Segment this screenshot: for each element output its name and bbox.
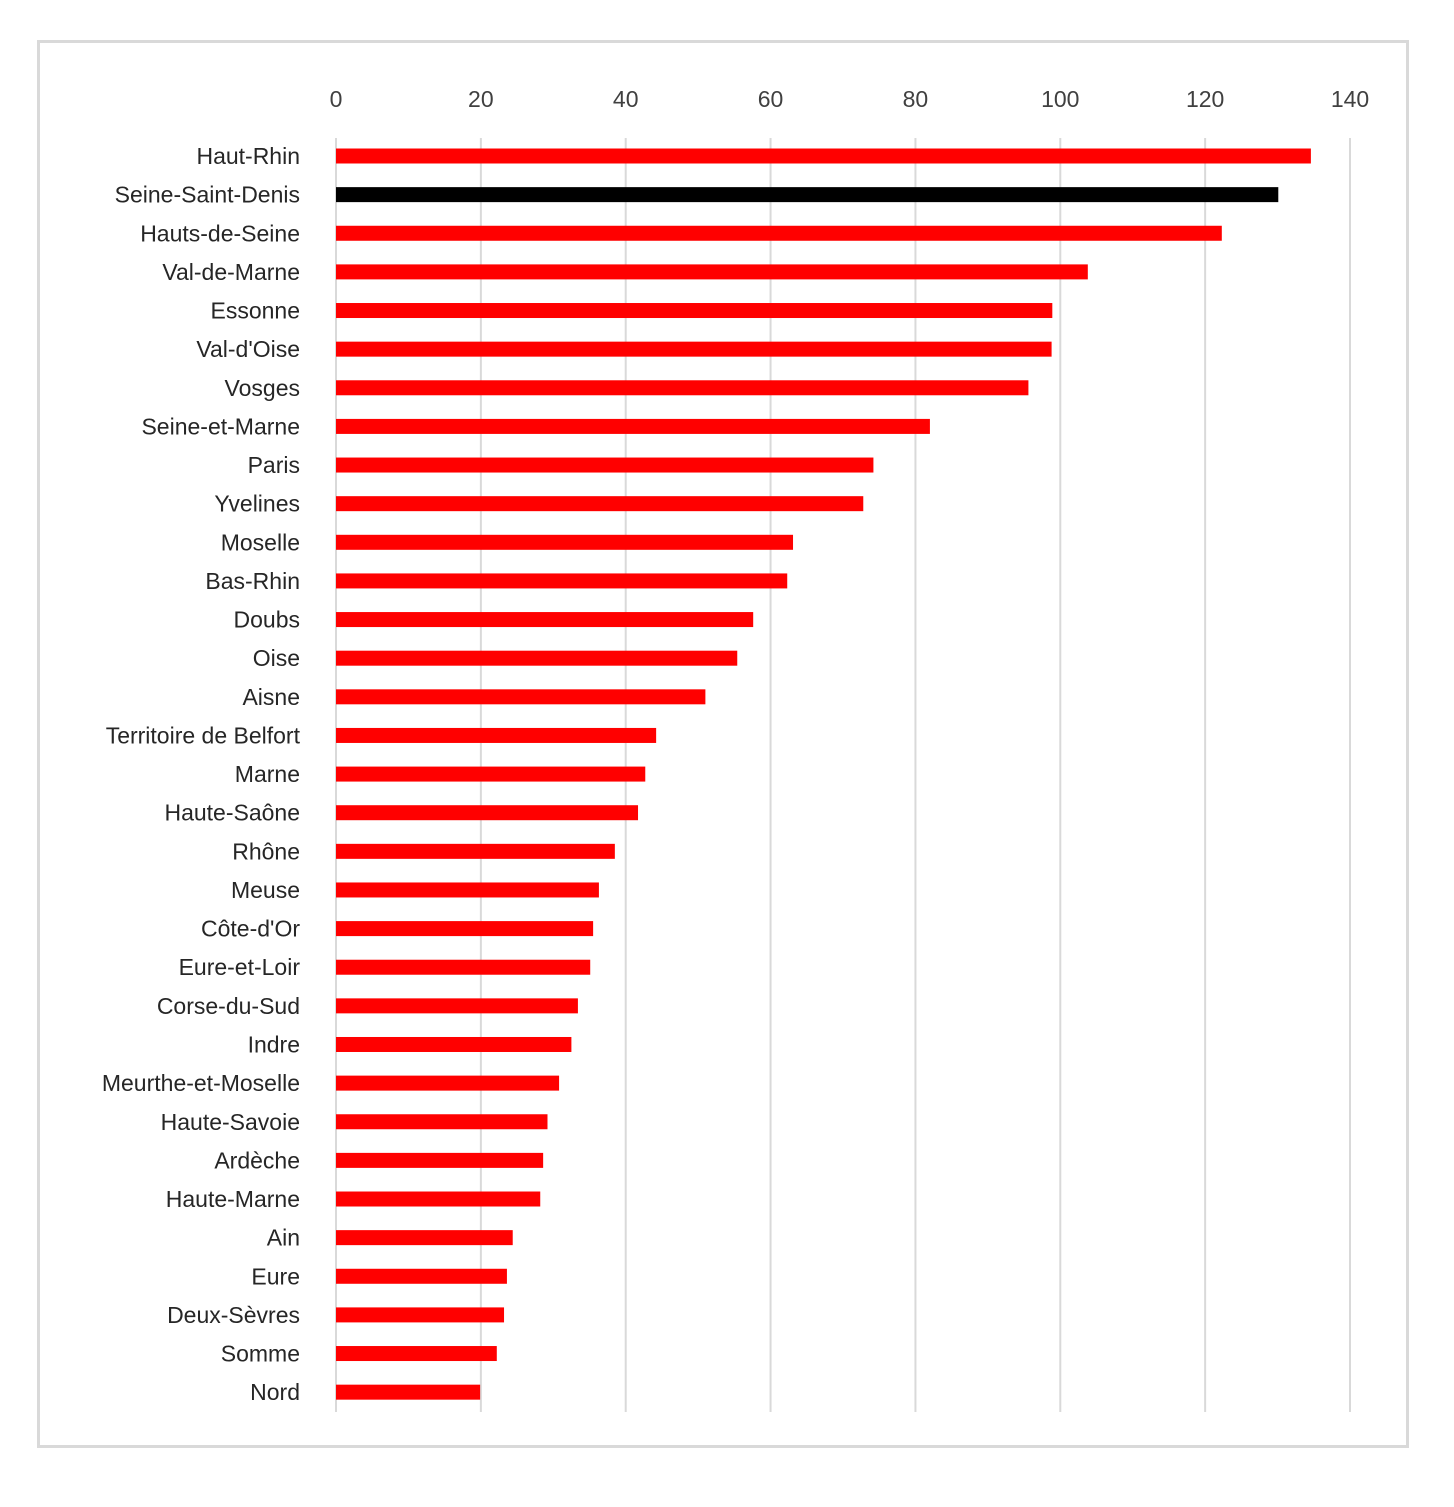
bar [336, 187, 1279, 203]
category-labels: Haut-Rhin Seine-Saint-Denis Hauts-de-Seine… [102, 143, 301, 1405]
x-tick-label: 0 [330, 86, 343, 112]
bar [336, 534, 794, 550]
bar [336, 1075, 560, 1091]
x-tick-label: 100 [1041, 86, 1079, 112]
bar [336, 380, 1029, 396]
bar [336, 650, 738, 666]
bar [336, 612, 754, 628]
category-label: Marne [235, 761, 300, 787]
category-label: Indre [248, 1031, 300, 1057]
bar [336, 148, 1311, 164]
bar [336, 843, 615, 859]
category-label: Aisne [242, 684, 300, 710]
category-label: Ardèche [214, 1147, 300, 1173]
category-label: Ain [267, 1225, 300, 1251]
bar [336, 341, 1052, 357]
bar [336, 225, 1222, 241]
category-label: Yvelines [214, 491, 300, 517]
bar [336, 882, 599, 898]
category-label: Côte-d'Or [201, 916, 300, 942]
category-label: Essonne [210, 298, 300, 324]
bar [336, 727, 657, 743]
category-label: Nord [250, 1379, 300, 1405]
bar [336, 573, 788, 589]
bar [336, 496, 864, 512]
x-tick-label: 60 [758, 86, 784, 112]
category-label: Bas-Rhin [205, 568, 300, 594]
category-label: Corse-du-Sud [157, 993, 300, 1019]
bar [336, 457, 874, 473]
bar [336, 959, 591, 975]
bar [336, 689, 706, 705]
category-label: Moselle [221, 529, 300, 555]
category-label: Paris [248, 452, 300, 478]
x-tick-label: 40 [613, 86, 639, 112]
bar [336, 1268, 507, 1284]
x-tick-label: 80 [903, 86, 929, 112]
x-tick-label: 20 [468, 86, 494, 112]
category-label: Oise [253, 645, 300, 671]
bar [336, 1384, 481, 1400]
category-label: Doubs [234, 607, 300, 633]
bar [336, 1036, 572, 1052]
category-label: Eure-et-Loir [179, 954, 301, 980]
category-label: Seine-Saint-Denis [115, 182, 300, 208]
bar [336, 1114, 548, 1130]
category-label: Hauts-de-Seine [140, 220, 300, 246]
category-label: Deux-Sèvres [167, 1302, 300, 1328]
bar [336, 1152, 544, 1168]
category-label: Meuse [231, 877, 300, 903]
bar [336, 303, 1053, 319]
x-tick-label: 140 [1331, 86, 1369, 112]
bar [336, 766, 646, 782]
category-label: Eure [251, 1263, 300, 1289]
bar [336, 264, 1088, 280]
category-label: Haute-Marne [166, 1186, 300, 1212]
category-label: Val-de-Marne [162, 259, 300, 285]
bar [336, 1230, 513, 1246]
x-axis-tick-labels: 0 20 40 60 80 100 120 140 [330, 86, 1370, 112]
bar [336, 1307, 505, 1323]
bar [336, 921, 594, 937]
bar [336, 418, 930, 434]
category-label: Rhône [232, 838, 300, 864]
bar [336, 1346, 497, 1362]
category-label: Territoire de Belfort [106, 722, 301, 748]
bar [336, 998, 578, 1014]
bars [336, 148, 1311, 1400]
category-label: Meurthe-et-Moselle [102, 1070, 300, 1096]
category-label: Haut-Rhin [196, 143, 300, 169]
category-label: Haute-Savoie [161, 1109, 300, 1135]
x-tick-label: 120 [1186, 86, 1224, 112]
category-label: Seine-et-Marne [141, 413, 300, 439]
bar [336, 1191, 541, 1207]
category-label: Haute-Saône [164, 800, 300, 826]
category-label: Somme [221, 1341, 300, 1367]
category-label: Val-d'Oise [196, 336, 300, 362]
bar [336, 805, 639, 821]
category-label: Vosges [225, 375, 300, 401]
